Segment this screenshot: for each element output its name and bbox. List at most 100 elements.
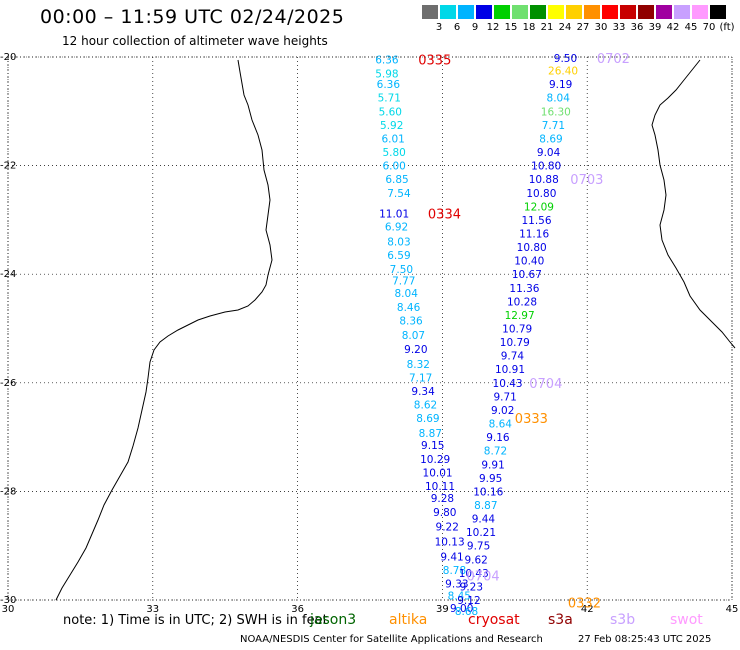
wave-height-value: 11.56 (521, 215, 551, 227)
scale-swatch (440, 5, 456, 19)
map-frame (7, 56, 733, 601)
wave-height-value: 8.04 (395, 288, 419, 300)
wave-height-value: 10.67 (512, 269, 542, 281)
lat-tick-label: -26 (0, 378, 16, 389)
scale-label: (ft) (719, 22, 735, 33)
wave-height-value: 6.01 (381, 133, 404, 145)
wave-height-value: 9.20 (404, 344, 427, 356)
scale-label: 21 (540, 22, 554, 33)
wave-height-value: 6.36 (375, 55, 399, 67)
lat-tick-label: -28 (0, 486, 16, 497)
wave-height-value: 8.04 (547, 93, 571, 105)
wave-height-value: 12.09 (524, 201, 554, 213)
wave-height-value: 9.23 (460, 581, 483, 593)
scale-label: 9 (471, 22, 479, 33)
wave-height-value: 9.16 (486, 432, 510, 444)
legend-satellite-s3a: s3a (548, 612, 573, 628)
wave-height-value: 8.64 (489, 419, 513, 431)
scale-swatch (674, 5, 690, 19)
wave-height-value: 9.44 (472, 514, 496, 526)
scale-swatch (566, 5, 582, 19)
wave-height-value: 9.71 (493, 391, 516, 403)
pass-time-label: 0333 (515, 412, 548, 427)
scale-swatch (530, 5, 546, 19)
wave-height-value: 6.59 (387, 250, 410, 262)
timestamp-text: 27 Feb 08:25:43 UTC 2025 (578, 634, 712, 645)
wave-height-value: 8.62 (414, 400, 437, 412)
wave-height-value: 10.80 (531, 161, 561, 173)
wave-height-value: 8.36 (399, 315, 423, 327)
wave-height-value: 9.50 (554, 53, 577, 65)
wave-height-value: 6.85 (385, 174, 408, 186)
wave-height-value: 9.12 (457, 595, 480, 607)
wave-height-value: 9.91 (481, 459, 504, 471)
legend-satellite-swot: swot (670, 612, 703, 628)
altimeter-tracks: 6.365.986.36 5.715.60 5.926.01 5.80 6.006.85… (375, 52, 630, 618)
wave-height-value: 7.50 (390, 264, 413, 276)
africa-coastline (55, 59, 273, 601)
legend-satellite-s3b: s3b (610, 612, 636, 628)
scale-swatch (494, 5, 510, 19)
wave-height-value: 10.43 (493, 378, 523, 390)
wave-height-value: 10.88 (529, 174, 559, 186)
wave-height-value: 5.71 (378, 93, 401, 105)
wave-height-value: 8.46 (397, 302, 421, 314)
wave-height-value: 8.68 (455, 606, 478, 618)
wave-height-value: 10.80 (526, 188, 556, 200)
wave-height-value: 7.71 (542, 120, 565, 132)
wave-height-value: 7.54 (387, 188, 411, 200)
scale-swatch (692, 5, 708, 19)
wave-height-value: 5.80 (382, 147, 405, 159)
scale-swatch (458, 5, 474, 19)
wave-height-value: 26.40 (548, 66, 578, 78)
wave-height-value: 10.80 (517, 242, 547, 254)
lat-tick-label: -20 (0, 52, 16, 63)
scale-label: 3 (435, 22, 443, 33)
wave-height-value: 6.36 (377, 79, 401, 91)
wave-height-value: 10.11 (425, 481, 455, 493)
wave-height-value: 10.01 (423, 467, 453, 479)
wave-height-value: 9.80 (433, 507, 456, 519)
lon-tick-label: 33 (146, 604, 159, 615)
wave-height-value: 5.92 (380, 120, 403, 132)
wave-height-value: 9.04 (537, 147, 561, 159)
map-subtitle: 12 hour collection of altimeter wave hei… (62, 34, 328, 48)
lat-lon-grid: 30 33 36 39 42 45-20-22-24-26-28-30 (0, 52, 738, 615)
lon-tick-label: 36 (291, 604, 304, 615)
wave-height-value: 9.41 (440, 552, 463, 564)
wave-height-value: 9.74 (501, 351, 525, 363)
scale-swatch (620, 5, 636, 19)
wave-height-value: 9.34 (411, 386, 435, 398)
wave-height-value: 10.21 (466, 527, 496, 539)
scale-label: 15 (504, 22, 518, 33)
wave-height-value: 10.13 (435, 536, 465, 548)
legend-satellite-altika: altika (389, 612, 428, 628)
scale-swatch (710, 5, 726, 19)
scale-swatch (476, 5, 492, 19)
scale-swatch (548, 5, 564, 19)
wave-height-value: 8.69 (539, 133, 562, 145)
scale-label: 6 (453, 22, 461, 33)
scale-label: 18 (522, 22, 536, 33)
lon-tick-label: 42 (581, 604, 594, 615)
wave-height-value: 10.43 (459, 568, 489, 580)
wave-height-value: 9.33 (445, 579, 468, 591)
pass-time-label: 0334 (428, 207, 461, 222)
scale-label: 45 (684, 22, 698, 33)
wave-height-value: 11.01 (379, 208, 409, 220)
wave-height-value: 7.77 (392, 276, 415, 288)
madagascar-coastline (651, 59, 736, 349)
wave-height-value: 10.79 (500, 337, 530, 349)
wave-height-value: 6.00 (382, 161, 405, 173)
scale-label: 42 (666, 22, 680, 33)
wave-height-value: 5.60 (379, 106, 402, 118)
wave-height-value: 9.95 (479, 473, 502, 485)
wave-height-value: 8.03 (387, 237, 410, 249)
wave-height-value: 8.72 (484, 446, 507, 458)
wave-height-value: 11.36 (509, 283, 539, 295)
wave-height-value: 10.79 (502, 324, 532, 336)
wave-height-value: 11.16 (519, 228, 549, 240)
pass-time-label: 0704 (467, 570, 500, 585)
map-title: 00:00 – 11:59 UTC 02/24/2025 (40, 6, 345, 28)
note-text: note: 1) Time is in UTC; 2) SWH is in fe… (63, 613, 328, 628)
